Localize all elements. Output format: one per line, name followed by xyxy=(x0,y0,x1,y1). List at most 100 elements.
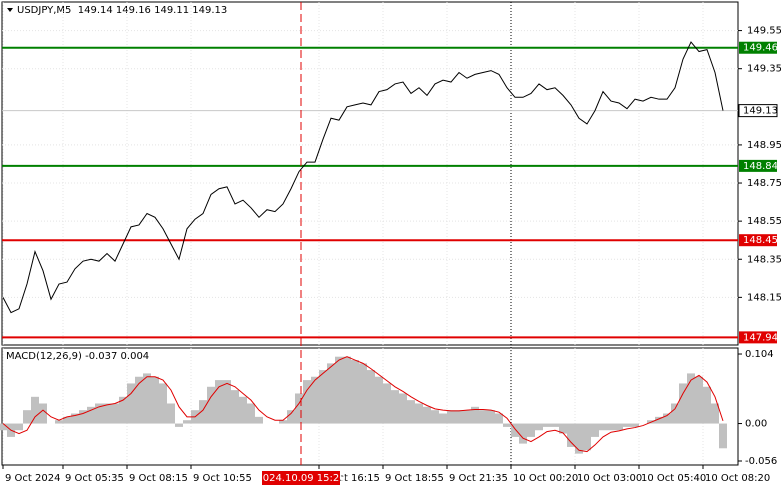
macd-bar xyxy=(159,383,167,424)
macd-bar xyxy=(663,413,671,424)
menu-icon xyxy=(7,8,13,12)
macd-bar xyxy=(167,403,175,424)
macd-bar xyxy=(375,376,383,424)
macd-bar xyxy=(383,383,391,424)
macd-bar xyxy=(231,390,239,424)
macd-bar xyxy=(479,410,487,424)
macd-bar xyxy=(79,410,87,424)
macd-panel xyxy=(1,347,739,466)
signal-line xyxy=(2,356,724,453)
x-tick-label: 10 Oct 00:20 xyxy=(513,473,578,484)
macd-bar xyxy=(303,380,311,424)
macd-bar xyxy=(127,383,135,424)
macd-bar xyxy=(39,403,47,424)
macd-bar xyxy=(0,423,7,431)
macd-bar xyxy=(295,393,303,424)
macd-bar xyxy=(495,413,503,424)
x-tick-label: 10 Oct 08:20 xyxy=(705,473,770,484)
macd-bar xyxy=(359,363,367,424)
macd-bar xyxy=(311,376,319,424)
crosshair-label-bg xyxy=(262,471,340,485)
x-tick-label: 10 Oct 03:00 xyxy=(577,473,642,484)
macd-bar xyxy=(671,403,679,424)
y-tick-label: 148.35 xyxy=(747,254,781,265)
macd-bar xyxy=(471,406,479,424)
level-label-bg xyxy=(739,41,777,54)
macd-bar xyxy=(511,423,519,437)
macd-bar xyxy=(367,370,375,424)
macd-bar xyxy=(111,403,119,424)
macd-bar xyxy=(223,380,231,424)
crosshair-label: 2024.10.09 15:20 xyxy=(256,473,345,484)
level-label: 149.46 xyxy=(743,43,778,54)
macd-bar xyxy=(23,410,31,424)
macd-bar xyxy=(591,423,599,437)
macd-bar xyxy=(343,356,351,424)
y-tick-label: 148.75 xyxy=(747,178,781,189)
macd-bar xyxy=(599,423,607,431)
macd-bar xyxy=(423,406,431,424)
macd-bar xyxy=(631,423,639,427)
macd-bar xyxy=(215,380,223,424)
last-price-label: 149.13 xyxy=(743,106,778,117)
macd-bar xyxy=(87,406,95,424)
macd-bar xyxy=(519,423,527,444)
macd-bar xyxy=(319,370,327,424)
macd-bar xyxy=(415,403,423,424)
y-tick-label: 149.35 xyxy=(747,64,781,75)
y-tick-label: 0.00 xyxy=(745,419,767,430)
price-panel xyxy=(1,1,739,346)
y-tick-label: -0.056 xyxy=(745,456,777,467)
macd-bar xyxy=(503,423,511,427)
macd-bar xyxy=(559,423,567,434)
macd-title: MACD(12,26,9) -0.037 0.004 xyxy=(6,351,149,362)
macd-bar xyxy=(143,373,151,424)
macd-bar xyxy=(439,413,447,424)
y-tick-label: 149.55 xyxy=(747,26,781,37)
macd-bar xyxy=(199,400,207,424)
macd-bar xyxy=(327,363,335,424)
macd-bar xyxy=(703,386,711,424)
x-tick-label: 9 Oct 16:15 xyxy=(321,473,380,484)
level-label-bg xyxy=(739,234,777,247)
macd-bar xyxy=(351,360,359,424)
macd-bar xyxy=(239,396,247,424)
macd-bar xyxy=(287,410,295,424)
level-label-bg xyxy=(739,331,777,344)
macd-bar xyxy=(655,416,663,424)
macd-bar xyxy=(63,416,71,424)
macd-bar xyxy=(279,420,287,424)
macd-bar xyxy=(455,410,463,424)
macd-bar xyxy=(615,423,623,431)
y-tick-label: 148.15 xyxy=(747,292,781,303)
y-tick-label: 148.55 xyxy=(747,216,781,227)
macd-bar xyxy=(183,420,191,424)
macd-bar xyxy=(431,410,439,424)
macd-bar xyxy=(335,356,343,424)
macd-bar xyxy=(31,396,39,424)
x-tick-label: 9 Oct 05:35 xyxy=(65,473,124,484)
macd-bar xyxy=(695,376,703,424)
macd-bar xyxy=(575,423,583,454)
macd-bar xyxy=(399,393,407,424)
macd-bar xyxy=(583,423,591,451)
macd-bar xyxy=(95,403,103,424)
macd-bar xyxy=(55,420,63,424)
macd-bar xyxy=(527,423,535,437)
macd-bar xyxy=(207,386,215,424)
x-tick-label: 9 Oct 08:15 xyxy=(129,473,188,484)
x-tick-label: 9 Oct 18:55 xyxy=(385,473,444,484)
macd-bar xyxy=(567,423,575,447)
x-tick-label: 9 Oct 21:35 xyxy=(449,473,508,484)
macd-bar xyxy=(463,410,471,424)
macd-bar xyxy=(175,423,183,427)
macd-bar xyxy=(135,376,143,424)
x-tick-label: 9 Oct 10:55 xyxy=(193,473,252,484)
level-label: 148.45 xyxy=(743,235,778,246)
macd-bar xyxy=(391,390,399,424)
macd-bar xyxy=(407,400,415,424)
macd-bar xyxy=(551,423,559,427)
macd-bar xyxy=(679,383,687,424)
price-line xyxy=(2,41,724,314)
